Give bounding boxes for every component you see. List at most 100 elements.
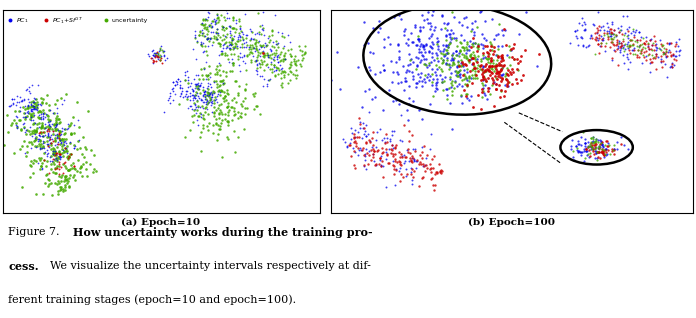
- Point: [461, 55, 473, 60]
- Point: [191, 118, 203, 123]
- Point: [237, 98, 248, 103]
- Point: [487, 71, 498, 76]
- Point: [288, 59, 299, 64]
- Point: [452, 69, 463, 74]
- Point: [37, 101, 48, 106]
- Point: [623, 45, 634, 51]
- Point: [404, 51, 415, 56]
- Point: [14, 117, 25, 122]
- Point: [198, 25, 209, 31]
- Point: [290, 72, 301, 77]
- Point: [384, 136, 395, 141]
- Point: [436, 26, 447, 31]
- Point: [35, 126, 47, 131]
- Point: [402, 147, 413, 152]
- Point: [606, 37, 617, 42]
- Point: [174, 101, 185, 106]
- Point: [346, 136, 357, 142]
- Point: [155, 57, 166, 62]
- Point: [39, 110, 50, 115]
- Point: [47, 128, 58, 134]
- Point: [647, 42, 658, 47]
- Point: [661, 40, 672, 45]
- Point: [259, 68, 270, 73]
- Point: [260, 42, 271, 47]
- Point: [253, 30, 264, 35]
- Point: [40, 18, 52, 23]
- Point: [52, 163, 63, 168]
- Point: [179, 69, 190, 74]
- Point: [388, 166, 399, 171]
- Point: [278, 53, 290, 59]
- Point: [430, 4, 441, 9]
- Point: [11, 125, 22, 130]
- Point: [212, 37, 223, 42]
- Point: [425, 21, 436, 26]
- Point: [65, 151, 77, 156]
- Point: [571, 146, 583, 151]
- Point: [258, 27, 269, 32]
- Point: [404, 129, 415, 134]
- Point: [247, 45, 258, 50]
- Point: [599, 153, 610, 158]
- Point: [201, 86, 212, 91]
- Point: [468, 36, 479, 41]
- Point: [49, 123, 60, 128]
- Point: [203, 111, 214, 116]
- Point: [184, 90, 196, 95]
- Point: [263, 77, 274, 82]
- Point: [55, 184, 66, 189]
- Point: [38, 129, 49, 134]
- Point: [465, 54, 476, 59]
- Point: [215, 121, 226, 126]
- Point: [605, 44, 616, 49]
- Point: [297, 52, 308, 57]
- Point: [155, 56, 166, 61]
- Point: [216, 48, 228, 53]
- Point: [245, 28, 256, 33]
- Point: [503, 80, 514, 85]
- Point: [358, 152, 369, 157]
- Point: [366, 96, 377, 101]
- Point: [387, 143, 398, 148]
- Point: [185, 81, 196, 86]
- Point: [417, 162, 428, 167]
- Point: [216, 89, 227, 94]
- Point: [592, 42, 603, 47]
- Point: [417, 116, 428, 121]
- Point: [598, 36, 609, 41]
- Point: [211, 27, 222, 32]
- Point: [395, 154, 406, 159]
- Point: [41, 172, 52, 177]
- Point: [212, 16, 223, 21]
- Point: [642, 44, 654, 49]
- Point: [417, 79, 428, 84]
- Point: [222, 45, 233, 50]
- Point: [56, 165, 67, 170]
- Point: [446, 93, 457, 98]
- Point: [662, 53, 673, 58]
- Text: We visualize the uncertainty intervals respectively at dif-: We visualize the uncertainty intervals r…: [50, 261, 371, 271]
- Point: [448, 56, 459, 61]
- Point: [187, 93, 198, 98]
- Point: [587, 138, 599, 143]
- Point: [471, 24, 482, 29]
- Point: [52, 145, 63, 150]
- Point: [214, 88, 225, 93]
- Point: [217, 24, 228, 29]
- Point: [635, 49, 646, 54]
- Point: [469, 40, 480, 45]
- Point: [597, 150, 608, 156]
- Point: [464, 43, 475, 48]
- Point: [423, 35, 434, 40]
- Point: [631, 38, 642, 43]
- Point: [38, 140, 49, 145]
- Point: [234, 33, 245, 38]
- Point: [667, 52, 679, 57]
- Point: [280, 50, 291, 55]
- Point: [287, 72, 299, 77]
- Point: [257, 49, 268, 54]
- Point: [64, 167, 75, 172]
- Point: [665, 41, 677, 46]
- Point: [210, 36, 221, 41]
